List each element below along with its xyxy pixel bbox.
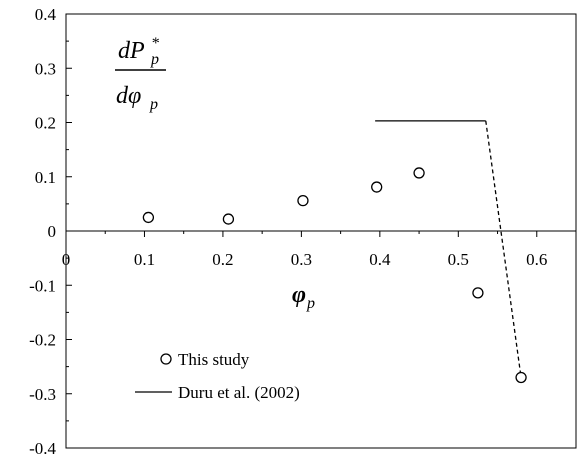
y-tick-label: 0.2 xyxy=(35,114,56,133)
y-label-numerator-sub: p xyxy=(150,51,159,68)
y-label-denominator: dφ xyxy=(116,83,141,109)
data-point-this-study xyxy=(371,181,383,193)
x-tick-label: 0 xyxy=(62,250,71,269)
x-label-symbol: φ xyxy=(292,282,306,308)
data-point-this-study xyxy=(413,167,425,179)
x-tick-labels: 0 0.1 0.2 0.3 0.4 0.5 0.6 xyxy=(62,250,548,269)
y-label-denominator-sub: p xyxy=(149,96,158,113)
data-point-this-study xyxy=(297,194,309,207)
data-point-this-study xyxy=(515,371,527,384)
x-label-sub: p xyxy=(306,295,315,312)
y-tick-label: -0.1 xyxy=(29,276,56,295)
x-tick-label: 0.5 xyxy=(448,250,469,269)
legend-marker-this-study xyxy=(160,353,172,365)
data-series xyxy=(142,120,527,384)
data-point-this-study xyxy=(222,213,235,225)
legend-label-duru: Duru et al. (2002) xyxy=(178,383,300,402)
y-tick-label: 0 xyxy=(48,222,57,241)
y-label-numerator: dP xyxy=(118,38,145,64)
y-tick-label: -0.3 xyxy=(29,385,56,404)
y-label-numerator-sup: * xyxy=(151,35,159,52)
data-point-this-study xyxy=(142,211,155,224)
y-axis-label: dP * p dφ p xyxy=(115,35,166,113)
x-axis-label: φ p xyxy=(292,282,315,312)
y-tick-label: 0.3 xyxy=(35,59,56,78)
data-point-this-study xyxy=(472,287,484,299)
x-tick-label: 0.6 xyxy=(526,250,547,269)
legend: This study Duru et al. (2002) xyxy=(135,350,300,402)
axes xyxy=(65,13,577,449)
y-tick-label: 0.4 xyxy=(35,5,57,24)
y-tick-label: -0.4 xyxy=(29,439,56,458)
y-tick-labels: 0.4 0.3 0.2 0.1 0 -0.1 -0.2 -0.3 -0.4 xyxy=(29,5,56,458)
x-tick-label: 0.2 xyxy=(212,250,233,269)
x-tick-label: 0.4 xyxy=(369,250,391,269)
duru-dashed-segment xyxy=(485,120,522,378)
y-tick-label: -0.2 xyxy=(29,331,56,350)
y-tick-label: 0.1 xyxy=(35,168,56,187)
legend-label-this-study: This study xyxy=(178,350,250,369)
x-tick-label: 0.1 xyxy=(134,250,155,269)
x-tick-label: 0.3 xyxy=(291,250,312,269)
